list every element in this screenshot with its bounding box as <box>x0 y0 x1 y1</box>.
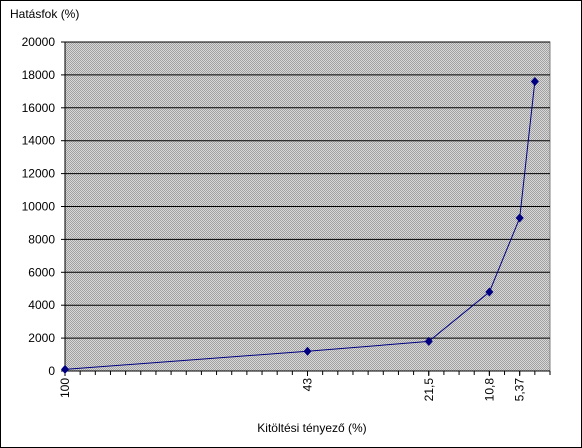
x-tick-label: 43 <box>301 378 315 392</box>
y-tick-label: 10000 <box>22 200 56 214</box>
y-axis-title: Hatásfok (%) <box>10 7 79 21</box>
y-tick-label: 18000 <box>22 68 56 82</box>
y-tick-label: 16000 <box>22 101 56 115</box>
x-tick-label: 5,37 <box>513 378 527 402</box>
x-tick-label: 21,5 <box>422 378 436 402</box>
y-tick-label: 6000 <box>28 265 55 279</box>
x-tick-label: 10,8 <box>482 378 496 402</box>
y-tick-label: 12000 <box>22 167 56 181</box>
data-point <box>303 346 312 356</box>
y-tick-label: 8000 <box>28 232 55 246</box>
y-tick-label: 0 <box>48 364 55 378</box>
data-point <box>530 76 539 86</box>
x-axis-title: Kitöltési tényező (%) <box>257 421 366 435</box>
x-tick-label: 100 <box>58 378 72 398</box>
data-point <box>515 213 524 223</box>
y-tick-label: 20000 <box>22 35 56 49</box>
y-tick-label: 4000 <box>28 298 55 312</box>
y-tick-label: 2000 <box>28 331 55 345</box>
y-tick-label: 14000 <box>22 134 56 148</box>
data-point <box>485 287 494 297</box>
data-point <box>424 336 433 346</box>
data-point <box>61 364 69 374</box>
series-line <box>64 81 536 370</box>
